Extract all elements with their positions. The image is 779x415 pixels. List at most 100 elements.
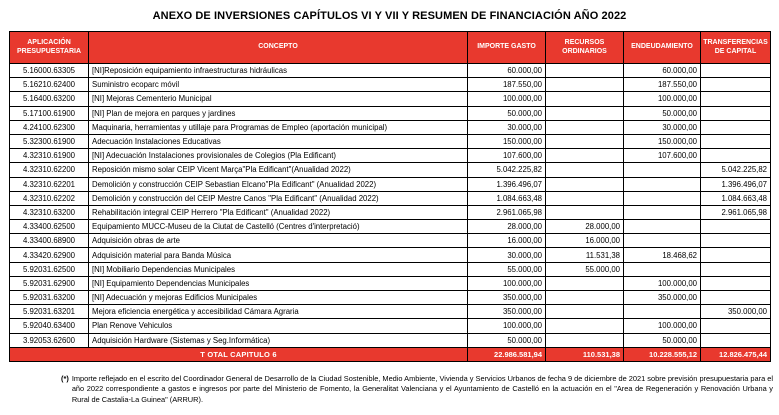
- document-page: ANEXO DE INVERSIONES CAPÍTULOS VI Y VII …: [9, 10, 773, 405]
- total-label: T OTAL CAPITULO 6: [9, 346, 468, 362]
- cell-transferencias-capital: [700, 332, 771, 348]
- table-row: 5.92031.63200 [NI] Adecuación y mejoras E…: [9, 289, 771, 306]
- column-header: APLICACIÓN PRESUPUESTARIA: [9, 31, 89, 64]
- table-row: 4.32310.62200 Reposición mismo solar CEIP…: [9, 162, 771, 178]
- cell-recursos-ordinarios: [545, 119, 624, 135]
- total-transferencias-capital: 12.826.475,44: [700, 346, 771, 362]
- cell-importe-gasto: 107.600,00: [467, 148, 546, 164]
- cell-recursos-ordinarios: [545, 275, 624, 292]
- cell-importe-gasto: 30.000,00: [467, 247, 546, 263]
- cell-importe-gasto: 100.000,00: [467, 91, 546, 107]
- cell-aplicacion: 4.24100.62300: [9, 119, 89, 135]
- cell-endeudamiento: [623, 233, 701, 249]
- cell-concepto: Mejora eficiencia energética y accesibil…: [88, 304, 468, 320]
- cell-endeudamiento: 30.000,00: [623, 119, 701, 135]
- footnote: (*) Importe reflejado en el escrito del …: [61, 374, 773, 405]
- cell-endeudamiento: 60.000,00: [623, 62, 701, 79]
- table-row: 4.32310.63200 Rehabilitación integral CEI…: [9, 204, 771, 221]
- cell-concepto: [NI] Equipamiento Dependencias Municipal…: [88, 275, 468, 292]
- cell-endeudamiento: 100.000,00: [623, 318, 701, 334]
- total-endeudamiento: 10.228.555,12: [623, 346, 701, 362]
- cell-concepto: Demolición y construcción del CEIP Mestr…: [88, 190, 468, 206]
- cell-importe-gasto: 5.042.225,82: [467, 162, 546, 178]
- cell-aplicacion: 5.92031.63201: [9, 304, 89, 320]
- cell-transferencias-capital: [700, 247, 771, 263]
- cell-transferencias-capital: [700, 275, 771, 292]
- column-header: RECURSOS ORDINARIOS: [545, 31, 624, 64]
- total-importe-gasto: 22.986.581,94: [467, 346, 546, 362]
- column-header: TRANSFERENCIAS DE CAPITAL: [700, 31, 771, 64]
- cell-endeudamiento: 150.000,00: [623, 133, 701, 150]
- column-header: CONCEPTO: [88, 31, 468, 64]
- cell-aplicacion: 4.32310.62200: [9, 162, 89, 178]
- cell-endeudamiento: [623, 304, 701, 320]
- cell-endeudamiento: 50.000,00: [623, 332, 701, 348]
- cell-recursos-ordinarios: [545, 190, 624, 206]
- table-row: 5.16210.62400 Suministro ecoparc móvil 187…: [9, 77, 771, 93]
- cell-endeudamiento: [623, 204, 701, 221]
- cell-recursos-ordinarios: [545, 289, 624, 306]
- cell-concepto: [NI] Mobiliario Dependencias Municipales: [88, 261, 468, 277]
- cell-transferencias-capital: [700, 91, 771, 107]
- cell-recursos-ordinarios: [545, 133, 624, 150]
- cell-aplicacion: 5.92040.63400: [9, 318, 89, 334]
- cell-recursos-ordinarios: 16.000,00: [545, 233, 624, 249]
- cell-recursos-ordinarios: 28.000,00: [545, 219, 624, 235]
- cell-transferencias-capital: [700, 233, 771, 249]
- table-row: 5.92031.62500 [NI] Mobiliario Dependencia…: [9, 261, 771, 277]
- cell-importe-gasto: 2.961.065,98: [467, 204, 546, 221]
- table-row: 5.32300.61900 Adecuación Instalaciones Ed…: [9, 133, 771, 150]
- total-recursos-ordinarios: 110.531,38: [545, 346, 624, 362]
- cell-concepto: [NI] Adecuación y mejoras Edificios Muni…: [88, 289, 468, 306]
- cell-endeudamiento: 100.000,00: [623, 91, 701, 107]
- column-header: ENDEUDAMIENTO: [623, 31, 701, 64]
- cell-endeudamiento: [623, 176, 701, 192]
- cell-concepto: Maquinaria, herramientas y utillaje para…: [88, 119, 468, 135]
- cell-concepto: Adquisición obras de arte: [88, 233, 468, 249]
- cell-concepto: Rehabilitación integral CEIP Herrero "Pl…: [88, 204, 468, 221]
- cell-recursos-ordinarios: [545, 162, 624, 178]
- cell-transferencias-capital: [700, 289, 771, 306]
- cell-concepto: [NI] Mejoras Cementerio Municipal: [88, 91, 468, 107]
- cell-transferencias-capital: 1.396.496,07: [700, 176, 771, 192]
- cell-transferencias-capital: [700, 77, 771, 93]
- cell-concepto: Demolición y construcción CEIP Sebastian…: [88, 176, 468, 192]
- cell-recursos-ordinarios: [545, 204, 624, 221]
- cell-concepto: [NI]Reposición equipamiento infraestruct…: [88, 62, 468, 79]
- cell-concepto: Adquisición material para Banda Música: [88, 247, 468, 263]
- cell-aplicacion: 5.16210.62400: [9, 77, 89, 93]
- table-row: 5.17100.61900 [NI] Plan de mejora en parq…: [9, 105, 771, 121]
- table-row: 3.92053.62600 Adquisición Hardware (Siste…: [9, 332, 771, 348]
- cell-endeudamiento: [623, 162, 701, 178]
- cell-importe-gasto: 16.000,00: [467, 233, 546, 249]
- cell-importe-gasto: 60.000,00: [467, 62, 546, 79]
- cell-aplicacion: 5.92031.62900: [9, 275, 89, 292]
- cell-importe-gasto: 100.000,00: [467, 275, 546, 292]
- cell-importe-gasto: 350.000,00: [467, 289, 546, 306]
- cell-recursos-ordinarios: 55.000,00: [545, 261, 624, 277]
- cell-aplicacion: 4.32310.62202: [9, 190, 89, 206]
- cell-endeudamiento: [623, 219, 701, 235]
- column-header: IMPORTE GASTO: [467, 31, 546, 64]
- cell-importe-gasto: 55.000,00: [467, 261, 546, 277]
- cell-aplicacion: 5.92031.63200: [9, 289, 89, 306]
- page-title: ANEXO DE INVERSIONES CAPÍTULOS VI Y VII …: [152, 10, 627, 22]
- cell-endeudamiento: [623, 190, 701, 206]
- cell-importe-gasto: 187.550,00: [467, 77, 546, 93]
- cell-endeudamiento: [623, 261, 701, 277]
- cell-concepto: Plan Renove Vehiculos: [88, 318, 468, 334]
- cell-concepto: Adquisición Hardware (Sistemas y Seg.Inf…: [88, 332, 468, 348]
- cell-endeudamiento: 50.000,00: [623, 105, 701, 121]
- cell-recursos-ordinarios: [545, 176, 624, 192]
- cell-concepto: [NI] Adecuación Instalaciones provisiona…: [88, 148, 468, 164]
- cell-aplicacion: 5.16400.63200: [9, 91, 89, 107]
- cell-importe-gasto: 28.000,00: [467, 219, 546, 235]
- table-row: 5.92040.63400 Plan Renove Vehiculos 100.00…: [9, 318, 771, 334]
- table-row: 5.16000.63305 [NI]Reposición equipamiento…: [9, 62, 771, 79]
- cell-concepto: [NI] Plan de mejora en parques y jardine…: [88, 105, 468, 121]
- table-row: 4.33420.62900 Adquisición material para B…: [9, 247, 771, 263]
- cell-transferencias-capital: [700, 133, 771, 150]
- table-row: 4.32310.62202 Demolición y construcción d…: [9, 190, 771, 206]
- cell-aplicacion: 4.32310.63200: [9, 204, 89, 221]
- table-row: 4.32310.61900 [NI] Adecuación Instalacion…: [9, 148, 771, 164]
